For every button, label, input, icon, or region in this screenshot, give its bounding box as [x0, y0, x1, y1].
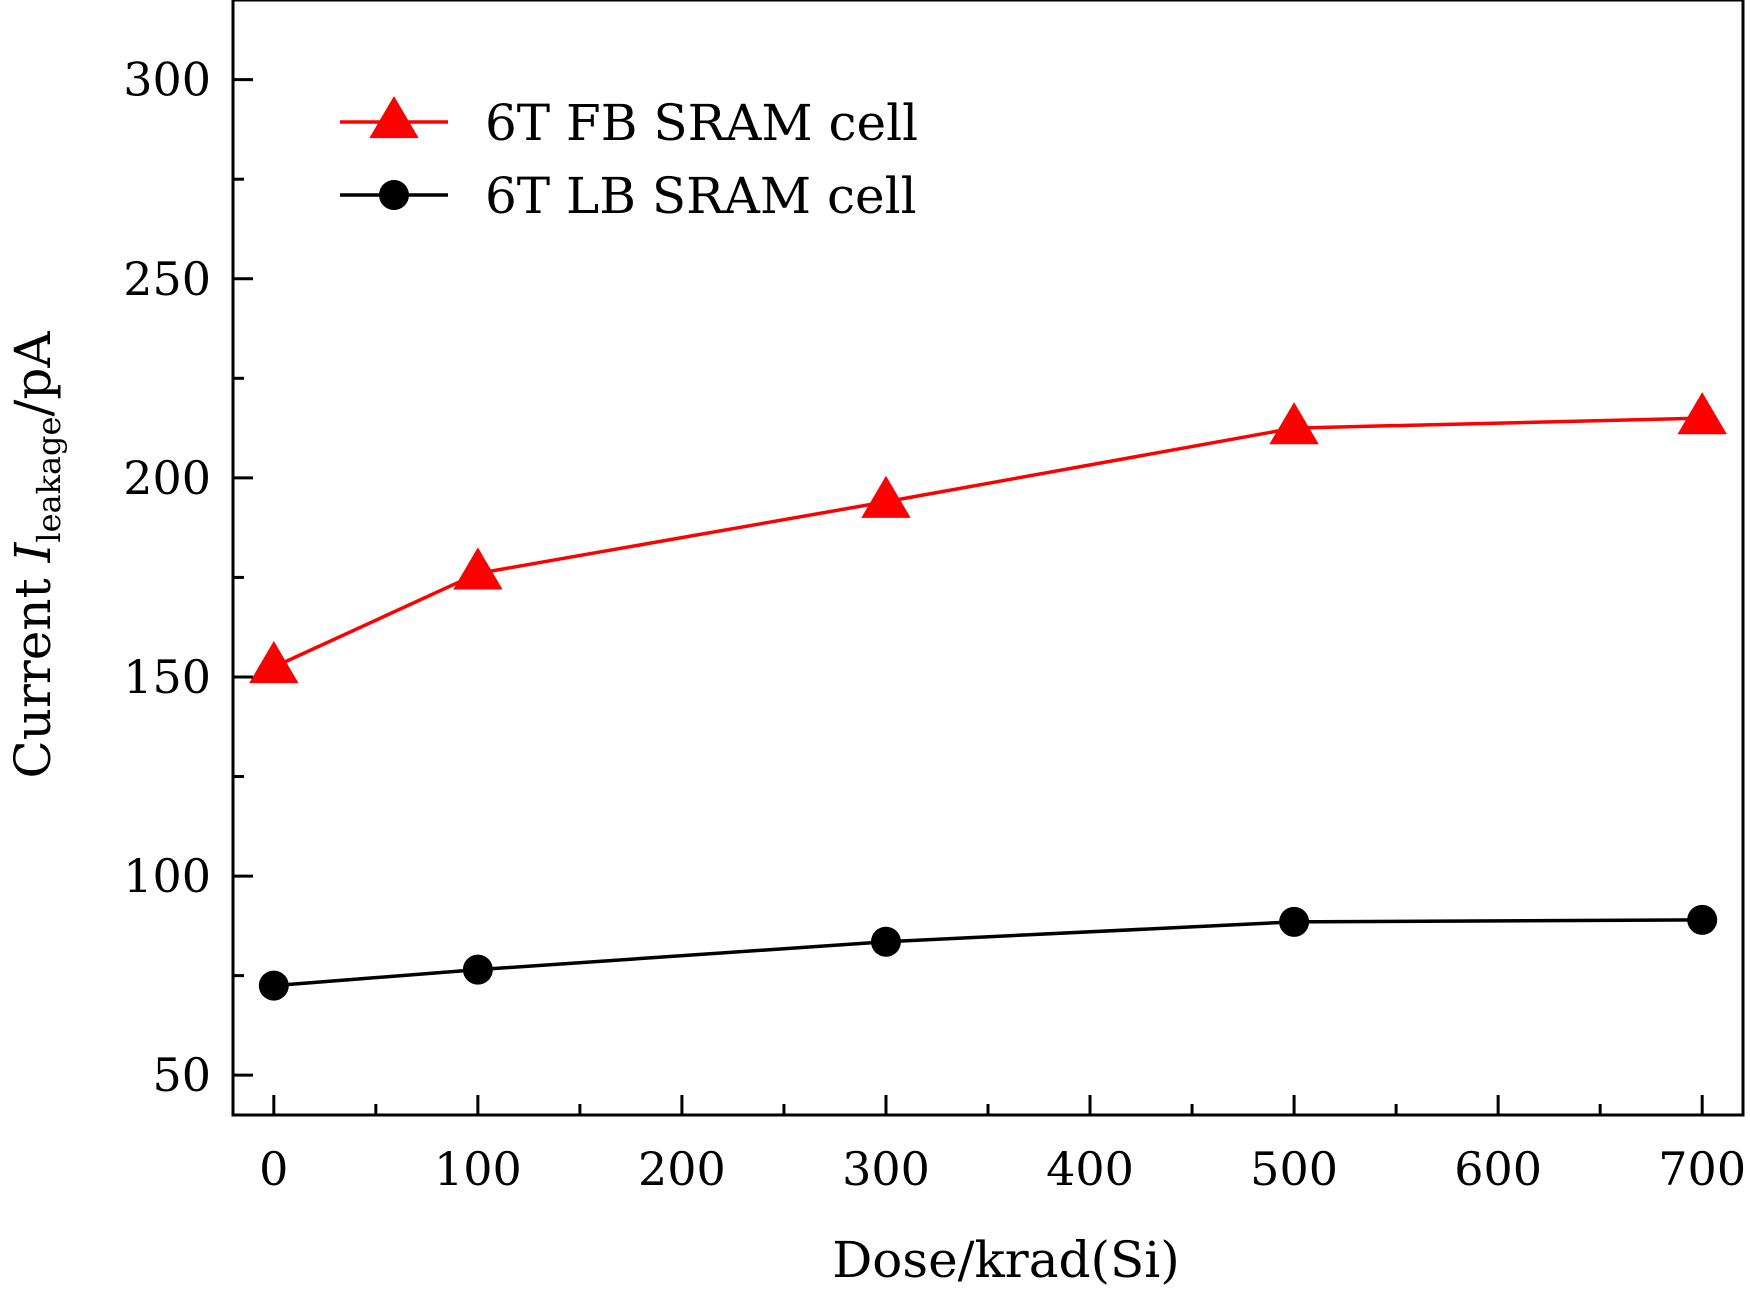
legend-item: 6T FB SRAM cell — [340, 94, 918, 152]
y-tick-label: 100 — [123, 849, 211, 903]
data-point — [249, 641, 299, 684]
y-axis-label-suffix: /pA — [4, 331, 62, 417]
y-axis-label-subscript: leakage — [30, 417, 68, 543]
legend: 6T FB SRAM cell 6T LB SRAM cell — [340, 94, 918, 225]
x-axis-label: Dose/krad(Si) — [832, 1231, 1180, 1289]
series-1 — [249, 392, 1727, 684]
data-point — [1279, 906, 1310, 937]
data-point — [258, 970, 289, 1001]
data-point — [453, 547, 503, 590]
y-tick-label: 250 — [123, 252, 211, 306]
x-tick-label: 600 — [1454, 1142, 1542, 1196]
x-tick-label: 300 — [842, 1142, 930, 1196]
plot-area — [249, 392, 1727, 1001]
data-point — [1687, 904, 1718, 935]
axis-ticks — [233, 78, 1704, 1115]
data-point — [1677, 392, 1727, 435]
x-tick-label: 100 — [434, 1142, 522, 1196]
tick-labels: 0 100 200 300 400 500 600 700 50 100 150 200 250 300 — [123, 53, 1746, 1196]
y-axis-label: Current Ileakage/pA — [4, 331, 68, 779]
x-tick-label: 200 — [638, 1142, 726, 1196]
legend-marker — [379, 180, 409, 210]
legend-label: 6T FB SRAM cell — [485, 94, 918, 152]
x-tick-label: 400 — [1046, 1142, 1134, 1196]
data-point — [1269, 402, 1319, 445]
y-tick-label: 200 — [123, 451, 211, 505]
y-axis-label-symbol: I — [4, 541, 62, 563]
y-axis-label-prefix: Current — [4, 562, 62, 778]
y-tick-label: 300 — [123, 53, 211, 107]
x-tick-label: 500 — [1250, 1142, 1338, 1196]
x-tick-label: 700 — [1658, 1142, 1746, 1196]
series-2 — [258, 904, 1718, 1001]
y-tick-label: 150 — [123, 650, 211, 704]
data-point — [861, 475, 911, 518]
x-tick-label: 0 — [259, 1142, 288, 1196]
data-point — [870, 926, 901, 957]
y-tick-label: 50 — [152, 1048, 211, 1102]
legend-item: 6T LB SRAM cell — [340, 167, 917, 225]
legend-marker — [369, 96, 419, 139]
legend-label: 6T LB SRAM cell — [485, 167, 917, 225]
data-point — [462, 954, 493, 985]
